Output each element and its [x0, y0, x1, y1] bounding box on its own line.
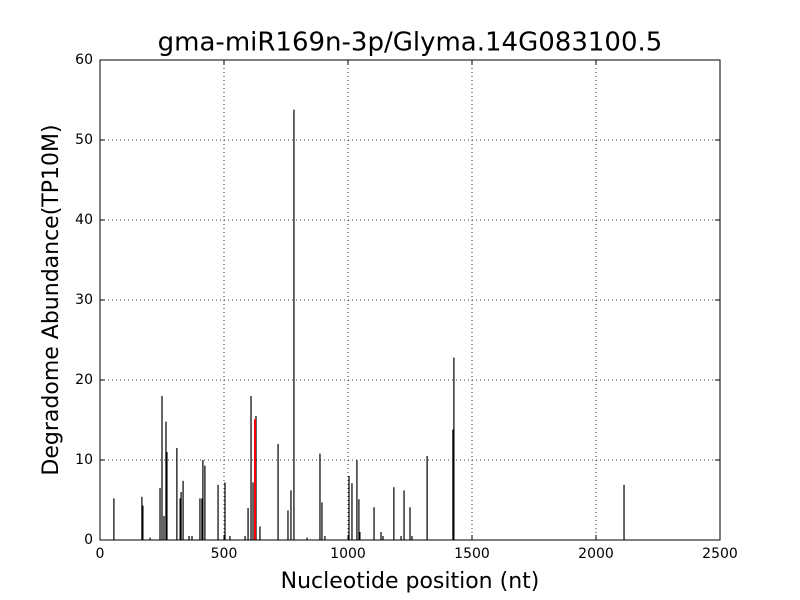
y-axis-label: Degradome Abundance(TP10M): [39, 124, 64, 475]
y-tick-label: 60: [75, 52, 93, 68]
y-tick-label: 50: [75, 132, 93, 148]
x-tick-label: 1500: [454, 546, 490, 562]
y-tick-label: 0: [84, 532, 93, 548]
y-tick-label: 30: [75, 292, 93, 308]
x-tick-label: 2500: [702, 546, 738, 562]
x-tick-label: 0: [96, 546, 105, 562]
x-axis-label: Nucleotide position (nt): [281, 569, 540, 594]
y-tick-label: 40: [75, 212, 93, 228]
x-tick-label: 1000: [330, 546, 366, 562]
y-tick-label: 20: [75, 372, 93, 388]
plot-frame: [99, 59, 721, 541]
chart-title: gma-miR169n-3p/Glyma.14G083100.5: [158, 28, 663, 58]
x-tick-label: 500: [211, 546, 238, 562]
x-tick-label: 2000: [578, 546, 614, 562]
y-tick-label: 10: [75, 452, 93, 468]
